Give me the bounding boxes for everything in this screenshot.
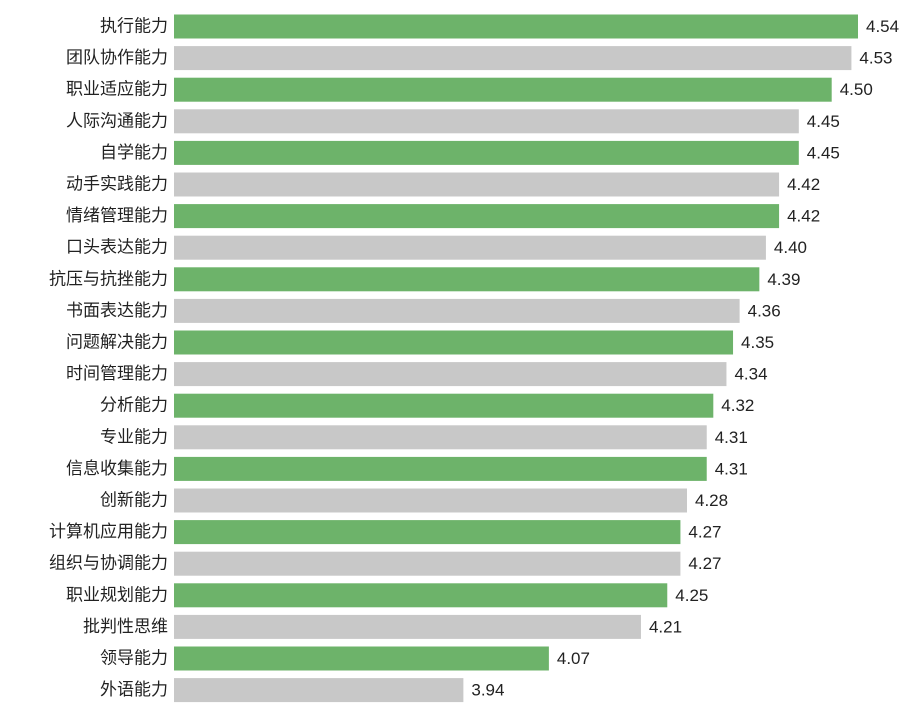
bar: [174, 14, 858, 39]
category-label: 情绪管理能力: [66, 206, 168, 226]
category-label: 动手实践能力: [66, 175, 168, 195]
category-label: 口头表达能力: [66, 238, 168, 258]
category-label: 执行能力: [100, 17, 168, 37]
bar: [174, 330, 734, 355]
bar-row: 批判性思维 4.21: [83, 614, 682, 639]
bar-row: 外语能力 3.94: [100, 678, 504, 703]
bar: [174, 425, 707, 450]
bar-row: 创新能力 4.28: [100, 488, 728, 513]
value-label: 4.21: [649, 617, 682, 636]
value-label: 4.27: [688, 554, 721, 573]
bar: [174, 109, 799, 134]
bar-row: 职业规划能力 4.25: [66, 583, 708, 608]
bar-row: 时间管理能力 4.34: [66, 362, 768, 387]
value-label: 4.28: [695, 491, 728, 510]
bar: [174, 646, 549, 671]
category-label: 计算机应用能力: [49, 522, 168, 542]
bar: [174, 298, 740, 323]
value-label: 4.50: [840, 80, 873, 99]
value-label: 4.54: [866, 17, 899, 36]
value-label: 4.31: [715, 428, 748, 447]
bar-row: 计算机应用能力 4.27: [49, 520, 722, 545]
bar: [174, 456, 707, 481]
category-label: 信息收集能力: [66, 459, 168, 479]
bar-row: 职业适应能力 4.50: [66, 77, 873, 102]
bar-row: 书面表达能力 4.36: [66, 298, 781, 323]
category-label: 领导能力: [100, 649, 168, 669]
bar-row: 动手实践能力 4.42: [66, 172, 820, 197]
category-label: 批判性思维: [83, 617, 168, 637]
bar: [174, 551, 681, 576]
value-label: 4.45: [807, 143, 840, 162]
bar: [174, 678, 464, 703]
category-label: 职业规划能力: [66, 585, 168, 605]
category-label: 组织与协调能力: [49, 554, 168, 574]
value-label: 4.31: [715, 459, 748, 478]
bar: [174, 204, 780, 229]
value-label: 4.32: [721, 396, 754, 415]
category-label: 外语能力: [100, 680, 168, 700]
bar-row: 信息收集能力 4.31: [66, 456, 748, 481]
category-label: 问题解决能力: [66, 333, 168, 353]
bar: [174, 520, 681, 545]
bar: [174, 267, 760, 292]
value-label: 4.53: [859, 49, 892, 68]
bar: [174, 583, 668, 608]
value-label: 4.39: [767, 270, 800, 289]
bar: [174, 393, 714, 418]
bar-row: 人际沟通能力 4.45: [66, 109, 840, 134]
bar: [174, 172, 780, 197]
value-label: 3.94: [471, 681, 504, 700]
value-label: 4.42: [787, 175, 820, 194]
bar-row: 情绪管理能力 4.42: [66, 204, 820, 229]
bar-row: 组织与协调能力 4.27: [49, 551, 722, 576]
bar: [174, 140, 799, 165]
bar: [174, 235, 766, 260]
bar-row: 自学能力 4.45: [100, 140, 840, 165]
category-label: 抗压与抗挫能力: [49, 269, 168, 289]
bar-row: 团队协作能力 4.53: [66, 46, 893, 71]
value-label: 4.35: [741, 333, 774, 352]
bar-row: 执行能力 4.54: [100, 14, 899, 39]
category-label: 书面表达能力: [66, 301, 168, 321]
bar-row: 问题解决能力 4.35: [66, 330, 774, 355]
bar: [174, 77, 832, 102]
bar-row: 抗压与抗挫能力 4.39: [49, 267, 800, 292]
value-label: 4.45: [807, 112, 840, 131]
bar: [174, 362, 727, 387]
bar: [174, 614, 641, 639]
value-label: 4.42: [787, 207, 820, 226]
category-label: 人际沟通能力: [66, 111, 168, 131]
value-label: 4.36: [748, 301, 781, 320]
bar: [174, 488, 687, 513]
category-label: 分析能力: [100, 396, 168, 416]
category-label: 专业能力: [100, 427, 168, 447]
category-label: 创新能力: [100, 491, 168, 511]
category-label: 团队协作能力: [66, 48, 168, 68]
bar-row: 专业能力 4.31: [100, 425, 748, 450]
value-label: 4.07: [557, 649, 590, 668]
bar-row: 口头表达能力 4.40: [66, 235, 807, 260]
category-label: 自学能力: [100, 143, 168, 163]
bar-row: 领导能力 4.07: [100, 646, 590, 671]
bar: [174, 46, 852, 71]
value-label: 4.27: [688, 523, 721, 542]
bar-row: 分析能力 4.32: [100, 393, 754, 418]
value-label: 4.25: [675, 586, 708, 605]
category-label: 时间管理能力: [66, 364, 168, 384]
value-label: 4.34: [734, 365, 767, 384]
value-label: 4.40: [774, 238, 807, 257]
category-label: 职业适应能力: [66, 80, 168, 100]
